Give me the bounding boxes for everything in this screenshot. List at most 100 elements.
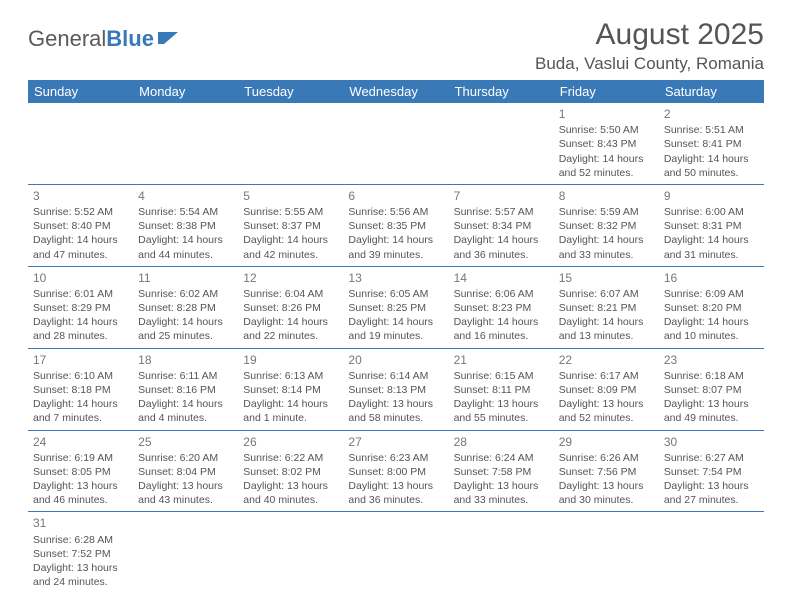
sunrise-text: Sunrise: 6:14 AM bbox=[348, 369, 443, 383]
sunrise-text: Sunrise: 5:57 AM bbox=[454, 205, 549, 219]
day-number: 24 bbox=[33, 434, 128, 450]
day-number: 19 bbox=[243, 352, 338, 368]
sunrise-text: Sunrise: 6:17 AM bbox=[559, 369, 654, 383]
daylight-text: Daylight: 13 hours bbox=[138, 479, 233, 493]
sunrise-text: Sunrise: 5:51 AM bbox=[664, 123, 759, 137]
calendar-cell bbox=[343, 103, 448, 184]
daylight-text: Daylight: 14 hours bbox=[243, 233, 338, 247]
daylight-text: Daylight: 14 hours bbox=[33, 397, 128, 411]
sunset-text: Sunset: 8:21 PM bbox=[559, 301, 654, 315]
daylight-text: and 43 minutes. bbox=[138, 493, 233, 507]
sunrise-text: Sunrise: 6:09 AM bbox=[664, 287, 759, 301]
calendar-cell: 11Sunrise: 6:02 AMSunset: 8:28 PMDayligh… bbox=[133, 266, 238, 348]
calendar-table: Sunday Monday Tuesday Wednesday Thursday… bbox=[28, 80, 764, 593]
sunrise-text: Sunrise: 5:56 AM bbox=[348, 205, 443, 219]
daylight-text: Daylight: 14 hours bbox=[33, 233, 128, 247]
sunset-text: Sunset: 8:43 PM bbox=[559, 137, 654, 151]
day-number: 29 bbox=[559, 434, 654, 450]
daylight-text: and 55 minutes. bbox=[454, 411, 549, 425]
daylight-text: and 19 minutes. bbox=[348, 329, 443, 343]
daylight-text: and 10 minutes. bbox=[664, 329, 759, 343]
daylight-text: and 40 minutes. bbox=[243, 493, 338, 507]
daylight-text: and 22 minutes. bbox=[243, 329, 338, 343]
daylight-text: Daylight: 13 hours bbox=[33, 479, 128, 493]
sunset-text: Sunset: 8:05 PM bbox=[33, 465, 128, 479]
daylight-text: and 52 minutes. bbox=[559, 411, 654, 425]
day-number: 10 bbox=[33, 270, 128, 286]
day-number: 13 bbox=[348, 270, 443, 286]
daylight-text: and 42 minutes. bbox=[243, 248, 338, 262]
day-number: 14 bbox=[454, 270, 549, 286]
location: Buda, Vaslui County, Romania bbox=[535, 54, 764, 74]
daylight-text: Daylight: 14 hours bbox=[664, 315, 759, 329]
day-number: 26 bbox=[243, 434, 338, 450]
daylight-text: Daylight: 14 hours bbox=[559, 152, 654, 166]
sunrise-text: Sunrise: 5:55 AM bbox=[243, 205, 338, 219]
title-block: August 2025 Buda, Vaslui County, Romania bbox=[535, 18, 764, 74]
day-number: 11 bbox=[138, 270, 233, 286]
day-number: 9 bbox=[664, 188, 759, 204]
day-number: 20 bbox=[348, 352, 443, 368]
header: GeneralBlue August 2025 Buda, Vaslui Cou… bbox=[28, 18, 764, 74]
daylight-text: Daylight: 14 hours bbox=[138, 315, 233, 329]
sunset-text: Sunset: 8:25 PM bbox=[348, 301, 443, 315]
daylight-text: and 25 minutes. bbox=[138, 329, 233, 343]
daylight-text: and 16 minutes. bbox=[454, 329, 549, 343]
calendar-row: 3Sunrise: 5:52 AMSunset: 8:40 PMDaylight… bbox=[28, 184, 764, 266]
sunrise-text: Sunrise: 6:02 AM bbox=[138, 287, 233, 301]
sunset-text: Sunset: 8:35 PM bbox=[348, 219, 443, 233]
calendar-cell: 15Sunrise: 6:07 AMSunset: 8:21 PMDayligh… bbox=[554, 266, 659, 348]
calendar-cell: 4Sunrise: 5:54 AMSunset: 8:38 PMDaylight… bbox=[133, 184, 238, 266]
sunrise-text: Sunrise: 6:24 AM bbox=[454, 451, 549, 465]
sunset-text: Sunset: 8:26 PM bbox=[243, 301, 338, 315]
calendar-cell: 30Sunrise: 6:27 AMSunset: 7:54 PMDayligh… bbox=[659, 430, 764, 512]
day-number: 27 bbox=[348, 434, 443, 450]
sunset-text: Sunset: 8:00 PM bbox=[348, 465, 443, 479]
sunrise-text: Sunrise: 5:52 AM bbox=[33, 205, 128, 219]
sunset-text: Sunset: 8:02 PM bbox=[243, 465, 338, 479]
calendar-cell: 3Sunrise: 5:52 AMSunset: 8:40 PMDaylight… bbox=[28, 184, 133, 266]
daylight-text: Daylight: 13 hours bbox=[559, 479, 654, 493]
sunset-text: Sunset: 8:09 PM bbox=[559, 383, 654, 397]
day-number: 17 bbox=[33, 352, 128, 368]
calendar-cell: 17Sunrise: 6:10 AMSunset: 8:18 PMDayligh… bbox=[28, 348, 133, 430]
sunrise-text: Sunrise: 6:00 AM bbox=[664, 205, 759, 219]
daylight-text: Daylight: 14 hours bbox=[243, 397, 338, 411]
daylight-text: Daylight: 14 hours bbox=[454, 233, 549, 247]
calendar-cell bbox=[449, 103, 554, 184]
sunset-text: Sunset: 8:37 PM bbox=[243, 219, 338, 233]
calendar-cell: 21Sunrise: 6:15 AMSunset: 8:11 PMDayligh… bbox=[449, 348, 554, 430]
day-header: Sunday bbox=[28, 80, 133, 103]
sunrise-text: Sunrise: 6:04 AM bbox=[243, 287, 338, 301]
calendar-cell: 31Sunrise: 6:28 AMSunset: 7:52 PMDayligh… bbox=[28, 512, 133, 593]
sunset-text: Sunset: 8:16 PM bbox=[138, 383, 233, 397]
sunrise-text: Sunrise: 6:06 AM bbox=[454, 287, 549, 301]
day-header: Tuesday bbox=[238, 80, 343, 103]
sunrise-text: Sunrise: 5:50 AM bbox=[559, 123, 654, 137]
sunset-text: Sunset: 8:23 PM bbox=[454, 301, 549, 315]
sunset-text: Sunset: 8:28 PM bbox=[138, 301, 233, 315]
calendar-cell: 18Sunrise: 6:11 AMSunset: 8:16 PMDayligh… bbox=[133, 348, 238, 430]
calendar-cell bbox=[238, 103, 343, 184]
day-number: 21 bbox=[454, 352, 549, 368]
day-number: 31 bbox=[33, 515, 128, 531]
day-header: Wednesday bbox=[343, 80, 448, 103]
sunrise-text: Sunrise: 6:28 AM bbox=[33, 533, 128, 547]
day-number: 30 bbox=[664, 434, 759, 450]
sunrise-text: Sunrise: 6:13 AM bbox=[243, 369, 338, 383]
day-number: 3 bbox=[33, 188, 128, 204]
calendar-cell: 13Sunrise: 6:05 AMSunset: 8:25 PMDayligh… bbox=[343, 266, 448, 348]
calendar-cell bbox=[238, 512, 343, 593]
calendar-row: 1Sunrise: 5:50 AMSunset: 8:43 PMDaylight… bbox=[28, 103, 764, 184]
calendar-cell: 12Sunrise: 6:04 AMSunset: 8:26 PMDayligh… bbox=[238, 266, 343, 348]
sunrise-text: Sunrise: 6:01 AM bbox=[33, 287, 128, 301]
sunrise-text: Sunrise: 6:11 AM bbox=[138, 369, 233, 383]
daylight-text: and 46 minutes. bbox=[33, 493, 128, 507]
daylight-text: and 50 minutes. bbox=[664, 166, 759, 180]
day-number: 18 bbox=[138, 352, 233, 368]
calendar-cell: 19Sunrise: 6:13 AMSunset: 8:14 PMDayligh… bbox=[238, 348, 343, 430]
calendar-cell bbox=[449, 512, 554, 593]
daylight-text: Daylight: 14 hours bbox=[33, 315, 128, 329]
day-number: 6 bbox=[348, 188, 443, 204]
daylight-text: Daylight: 14 hours bbox=[138, 397, 233, 411]
